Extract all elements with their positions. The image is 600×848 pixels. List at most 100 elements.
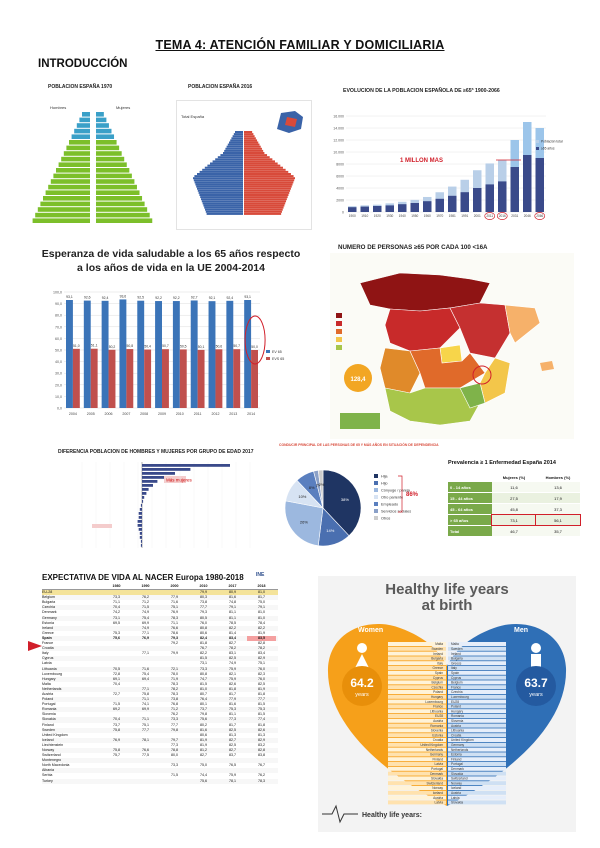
men-icon xyxy=(531,643,541,668)
pyramid2016-bar-left xyxy=(196,185,243,188)
expectancy-cell: 81,5 xyxy=(258,712,265,717)
expectancy-cell: 81,9 xyxy=(258,686,265,691)
hl-y-tick: 80,0 xyxy=(55,314,62,318)
diff-figure: Más mujeres xyxy=(52,458,258,560)
hl-y-tick: 10,0 xyxy=(55,395,62,399)
hy-women-row xyxy=(388,699,446,704)
expectancy-cell: 80,6 xyxy=(200,732,207,737)
expectancy-cell: 75,3 xyxy=(113,630,120,635)
hy-men-row xyxy=(448,680,506,685)
pyramid-bar-left xyxy=(71,134,90,139)
expectancy-cell: 73,3 xyxy=(200,666,207,671)
expectancy-cell: 81,8 xyxy=(200,641,207,646)
hy-men-country: Lithuania xyxy=(451,729,464,733)
hl-value-ev: 92,1 xyxy=(209,296,216,300)
expectancy-cell: 80,9 xyxy=(229,590,236,595)
evo-legend-65: ≥65 años xyxy=(541,147,555,151)
pop1970-title: POBLACION ESPAÑA 1970 xyxy=(48,84,113,90)
expectancy-cell: 83,7 xyxy=(229,753,236,758)
hy-women-country: Slovakia xyxy=(431,777,443,781)
hy-women-row xyxy=(388,646,446,651)
prevalence-row: 15 - 44 años 27,5 17,9 xyxy=(448,493,580,503)
hl-value-evs: 51,0 xyxy=(73,344,80,348)
pyramid2016-bar-left xyxy=(193,177,243,180)
evo-x-tick: 2066 xyxy=(536,214,543,218)
expectancy-row: Malta 70,4 78,3 81,5 82,6 82,5 xyxy=(42,681,278,687)
expectancy-cell: 82,5 xyxy=(229,742,236,747)
pyramid2016-bar-right xyxy=(244,177,295,180)
hl-y-tick: 70,0 xyxy=(55,325,62,329)
pyramid2016-bar-left xyxy=(197,189,243,192)
hy-women-row xyxy=(388,771,446,776)
pyramid-bar-left xyxy=(82,112,90,117)
hy-women-country: United Kingdom xyxy=(420,743,443,747)
pie-legend-swatch xyxy=(374,509,378,513)
expectancy-row: Liechtenstein 77,3 81,9 82,5 83,2 xyxy=(42,742,278,748)
expectancy-cell: 69,4 xyxy=(142,676,149,681)
expectancy-cell: 79,1 xyxy=(229,605,236,610)
prevalence-women: 73,1 xyxy=(491,514,537,526)
evo-x-tick: 1991 xyxy=(461,214,468,218)
expectancy-cell: 77,5 xyxy=(142,753,149,758)
expectancy-cell: 82,1 xyxy=(229,671,236,676)
hy-men-country: Poland xyxy=(451,705,461,709)
pyramid2016-bar-left xyxy=(201,200,243,203)
hy-men-country: France xyxy=(451,685,461,689)
expectancy-header-cell: 1980 xyxy=(112,584,121,588)
pyramid-bar-left xyxy=(61,156,90,162)
expectancy-cell: 75,3 xyxy=(258,707,265,712)
pyramid2016-bar-left xyxy=(195,183,243,186)
hy-men-row xyxy=(448,699,506,704)
pie-legend-label: Cónyuge / pareja xyxy=(381,489,411,493)
hy-men-row xyxy=(448,714,506,718)
expectancy-title: EXPECTATIVA DE VIDA AL NACER Europa 1980… xyxy=(42,573,244,582)
healthy-life-chart: 0,0 10,0 20,0 30,0 40,0 50,0 60,0 70,0 80,0 90,0 1… xyxy=(53,291,284,417)
pie-legend-label: Otros xyxy=(381,517,390,521)
hy-women-country: Denmark xyxy=(430,772,443,776)
expectancy-cell: 70,4 xyxy=(113,605,120,610)
evo-x-tick: 1940 xyxy=(399,214,406,218)
hl-value-evs: 50,4 xyxy=(144,345,151,349)
expectancy-cell: 82,7 xyxy=(200,753,207,758)
diff-bar xyxy=(137,520,142,523)
expectancy-cell: 82,2 xyxy=(229,625,236,630)
expectancy-cell: 81,8 xyxy=(258,691,265,696)
evolution-figure: 0 2000 4000 6000 8000 10.000 12.000 14.000 16.00… xyxy=(322,100,572,228)
diff-label-bg xyxy=(164,476,186,483)
pop2016-title: POBLACION ESPAÑA 2016 xyxy=(188,84,253,90)
pyramid2016-bar-left xyxy=(215,158,243,161)
pyramid-bar-left xyxy=(37,207,90,212)
hy-women-country: Greece xyxy=(433,666,444,670)
expectancy-cell: 80,7 xyxy=(200,691,207,696)
pyramid-bar-right xyxy=(96,212,150,218)
expectancy-row: Slovakia 70,4 71,1 73,3 75,6 77,3 77,4 xyxy=(42,717,278,723)
expectancy-cell: 79,8 xyxy=(200,712,207,717)
expectancy-row: United Kingdom 80,6 81,3 81,3 xyxy=(42,732,278,738)
hl-x-tick: 2014 xyxy=(247,412,255,416)
expectancy-cell: 78,3 xyxy=(171,691,178,696)
expectancy-cell: 76,0 xyxy=(258,666,265,671)
expectancy-cell: 75,8 xyxy=(113,727,120,732)
hy-men-row xyxy=(448,694,506,699)
expectancy-header-cell: 2010 xyxy=(199,584,208,588)
pyramid2016-bar-right xyxy=(244,196,288,199)
pop2016-figure: Total España xyxy=(176,100,312,230)
hy-men-row xyxy=(448,762,506,766)
hy-women-row xyxy=(388,675,446,680)
expectancy-row: Iceland 76,9 78,1 79,7 81,9 82,7 82,9 xyxy=(42,737,278,743)
expectancy-cell: United Kingdom xyxy=(42,732,68,737)
expectancy-cell: 81,5 xyxy=(258,702,265,707)
expectancy-row: North Macedonia 73,3 75,0 76,5 76,7 xyxy=(42,763,278,769)
hy-women-country: France xyxy=(433,705,443,709)
prevalence-age: Total xyxy=(448,526,492,536)
expectancy-cell: 71,6 xyxy=(171,600,178,605)
pyramid2016-bar-right xyxy=(244,135,255,138)
hy-men-country: Greece xyxy=(451,661,462,665)
diff-bar xyxy=(138,512,142,515)
hy-men-country: United Kingdom xyxy=(451,738,474,742)
evo-y-tick: 12.000 xyxy=(333,139,344,143)
expectancy-cell: 71,1 xyxy=(171,620,178,625)
hy-men-country: Latvia xyxy=(451,796,460,800)
hl-value-ev: 93,6 xyxy=(120,294,127,298)
hl-bar-ev xyxy=(190,300,198,408)
